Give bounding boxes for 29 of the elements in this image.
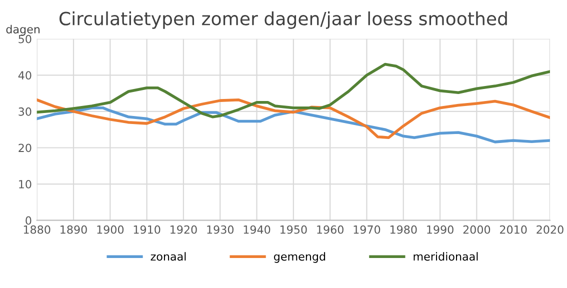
y-axis-title: dagen [6, 24, 40, 36]
x-tick-label: 1970 [354, 225, 380, 234]
y-tick-label: 10 [19, 180, 32, 188]
x-tick-label: 1890 [60, 225, 87, 234]
y-tick-label: 20 [18, 144, 32, 152]
x-tick-label: 2020 [536, 225, 564, 234]
x-tick-label: 1940 [244, 225, 270, 234]
x-tick-label: 1990 [427, 225, 454, 234]
x-tick-label: 1910 [134, 225, 160, 234]
x-tick-label: 1950 [280, 225, 307, 234]
x-tick-label: 1960 [317, 225, 344, 234]
x-tick-label: 1930 [207, 225, 234, 234]
y-tick-label: 50 [18, 34, 32, 44]
y-tick-label: 0 [26, 216, 32, 225]
line-series [36, 106, 550, 144]
legend-label: meridionaal [414, 252, 478, 261]
y-tick-label: 30 [18, 107, 32, 116]
x-tick-label: 1980 [390, 225, 417, 234]
legend-label: zonaal [150, 252, 186, 261]
x-tick-label: 2000 [463, 225, 490, 234]
line-series [36, 98, 550, 139]
x-tick-label: 2010 [500, 225, 527, 234]
x-tick-label: 1880 [24, 225, 50, 234]
y-tick-label: 40 [18, 71, 32, 80]
x-tick-label: 1900 [97, 225, 124, 234]
x-tick-label: 1920 [170, 225, 197, 234]
line-series [36, 62, 550, 118]
legend-label: gemengd [274, 252, 326, 263]
chart-title: Circulatietypen zomer dagen/jaar loess smoothed [59, 11, 507, 29]
